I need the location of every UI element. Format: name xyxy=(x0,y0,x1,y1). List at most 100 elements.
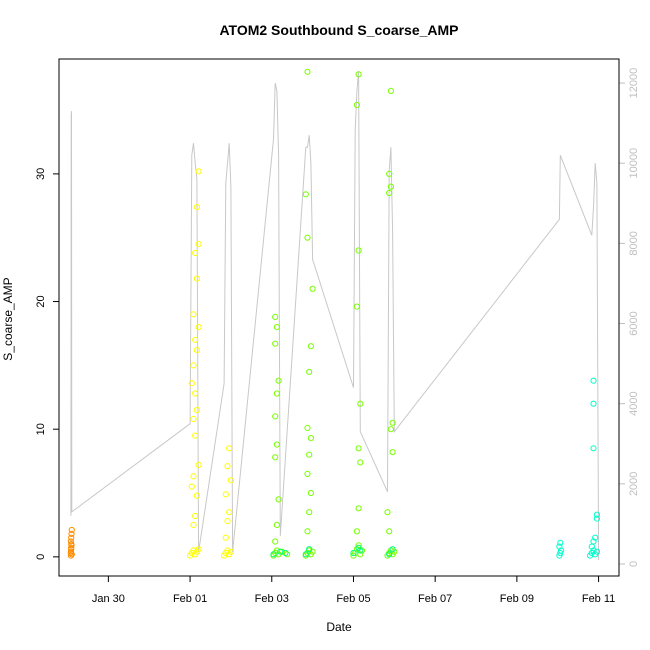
data-point xyxy=(273,441,280,448)
data-point xyxy=(224,547,231,554)
data-point xyxy=(226,509,233,516)
data-point xyxy=(68,530,75,538)
x-tick-label: Feb 05 xyxy=(336,593,370,605)
data-point xyxy=(306,368,313,375)
data-point xyxy=(67,552,75,559)
y-tick-label: 10 xyxy=(35,423,47,435)
data-point xyxy=(590,400,597,407)
right-y-tick-label: 0 xyxy=(628,561,640,567)
data-point xyxy=(193,406,200,414)
data-point xyxy=(193,275,200,282)
data-point xyxy=(304,68,311,75)
data-point xyxy=(190,473,197,480)
data-point xyxy=(272,454,279,461)
data-point xyxy=(307,435,314,442)
data-point xyxy=(307,489,314,497)
data-point xyxy=(195,546,202,553)
line-layer xyxy=(70,70,600,561)
data-point xyxy=(195,168,202,175)
data-point xyxy=(195,241,202,248)
data-point xyxy=(226,445,233,452)
data-point xyxy=(304,470,311,477)
data-point xyxy=(593,548,601,555)
data-point xyxy=(353,303,360,310)
axes-layer: Jan 30 Feb 01 Feb 03 Feb 05 Feb 07 Feb 09 Feb … xyxy=(35,68,640,605)
x-tick-label: Feb 09 xyxy=(500,593,534,605)
data-point xyxy=(386,170,393,177)
data-point xyxy=(387,547,394,554)
data-point xyxy=(192,390,199,397)
data-point xyxy=(193,492,200,499)
data-point xyxy=(224,518,231,525)
data-point xyxy=(590,445,597,452)
data-point xyxy=(282,549,289,557)
data-point xyxy=(273,390,280,397)
data-point xyxy=(190,521,197,529)
data-point xyxy=(355,247,362,254)
data-point xyxy=(224,463,231,470)
data-point xyxy=(222,534,229,541)
data-point xyxy=(389,419,396,426)
data-point xyxy=(192,512,199,520)
data-point xyxy=(590,538,597,545)
data-point xyxy=(68,551,75,558)
data-point xyxy=(192,336,199,343)
data-point xyxy=(188,380,195,387)
data-point xyxy=(302,551,309,558)
data-point xyxy=(68,526,75,534)
plot-frame xyxy=(58,58,620,577)
right-y-tick-label: 12000 xyxy=(628,68,640,99)
data-point xyxy=(190,415,197,423)
data-point xyxy=(389,546,396,553)
data-point xyxy=(357,400,364,407)
x-axis-label: Date xyxy=(326,620,352,634)
data-point xyxy=(270,551,277,558)
data-point xyxy=(593,511,601,518)
data-point xyxy=(304,528,311,535)
data-point xyxy=(309,285,316,292)
data-point xyxy=(557,539,564,546)
data-point xyxy=(353,101,360,109)
data-point xyxy=(192,249,199,257)
right-y-tick-label: 6000 xyxy=(628,311,640,335)
data-point xyxy=(190,311,197,318)
points-layer xyxy=(67,68,601,559)
x-tick-label: Feb 07 xyxy=(418,593,452,605)
data-point xyxy=(304,424,311,431)
y-tick-label: 20 xyxy=(35,295,47,307)
data-point xyxy=(357,459,364,466)
data-point xyxy=(273,521,280,529)
right-y-tick-label: 2000 xyxy=(628,472,640,496)
data-point xyxy=(195,324,202,331)
data-point xyxy=(590,547,597,554)
data-point xyxy=(278,548,286,555)
data-point xyxy=(304,234,311,241)
data-point xyxy=(306,451,313,458)
data-point xyxy=(68,544,75,552)
data-point xyxy=(227,548,234,555)
data-point xyxy=(387,426,394,433)
data-point xyxy=(558,547,565,554)
right-y-tick-label: 4000 xyxy=(628,391,640,415)
data-point xyxy=(190,362,197,369)
x-tick-label: Feb 11 xyxy=(582,593,615,605)
data-point xyxy=(355,445,362,452)
line-series xyxy=(70,70,600,561)
y-tick-label: 30 xyxy=(35,168,47,180)
data-point xyxy=(193,347,200,354)
x-tick-label: Jan 30 xyxy=(92,593,125,605)
data-point xyxy=(384,509,391,516)
data-point xyxy=(593,515,601,522)
data-point xyxy=(193,204,200,211)
data-point xyxy=(272,538,279,545)
data-point xyxy=(389,449,396,456)
data-point xyxy=(188,483,195,490)
right-y-tick-label: 8000 xyxy=(628,231,640,255)
data-point xyxy=(387,87,394,95)
data-point xyxy=(222,491,229,498)
data-point xyxy=(227,477,234,484)
data-point xyxy=(556,543,563,550)
data-point xyxy=(275,377,282,384)
data-point xyxy=(272,340,279,347)
